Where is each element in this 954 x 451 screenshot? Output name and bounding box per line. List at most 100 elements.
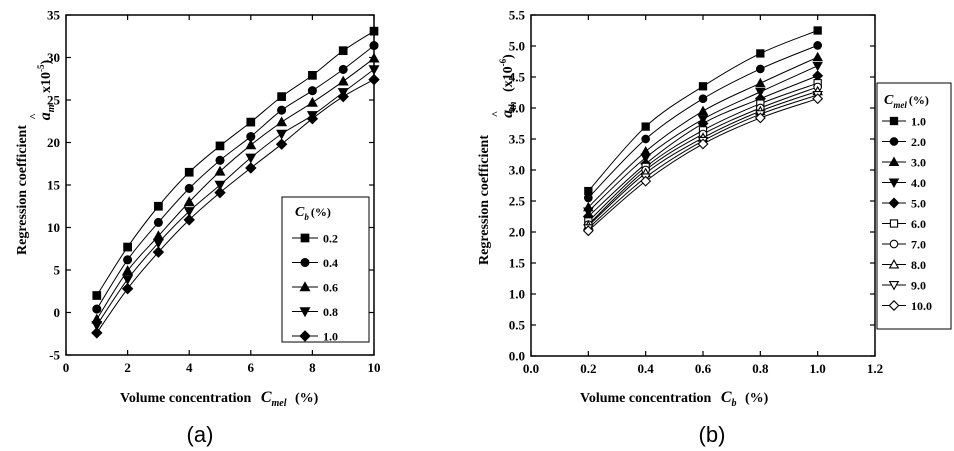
- a-x-tick-label: 6: [248, 360, 255, 375]
- a-y-axis-symbol: ^am x10-5): [28, 59, 57, 120]
- a-data-point: [245, 162, 257, 174]
- a-data-point: [153, 217, 163, 227]
- a-data-point: [154, 201, 163, 211]
- a-legend-marker: [299, 281, 311, 292]
- b-data-point: [756, 64, 765, 74]
- b-panel-label: (b): [699, 422, 726, 447]
- a-data-point: [368, 65, 380, 76]
- a-data-point: [91, 321, 103, 331]
- a-legend-marker: [299, 307, 311, 318]
- b-data-point: [754, 112, 766, 124]
- a-y-tick-label: -5: [49, 348, 60, 363]
- a-panel-label: (a): [187, 422, 214, 447]
- b-y-tick-label: 5.5: [509, 8, 526, 23]
- a-data-point: [215, 155, 225, 165]
- a-y-tick-label: 10: [47, 220, 60, 235]
- a-data-point: [214, 186, 226, 199]
- a-legend-item: 0.2: [292, 232, 338, 246]
- b-y-axis-label: Regression coefficient: [477, 135, 492, 265]
- a-legend-items: 0.2 0.4 0.6 0.8 1.0: [292, 232, 338, 344]
- b-x-tick-label: 0.8: [752, 361, 769, 376]
- a-x-tick-label: 4: [186, 360, 193, 375]
- b-data-point: [697, 138, 709, 150]
- a-data-point: [307, 86, 317, 96]
- b-x-tick-label: 0.6: [695, 361, 712, 376]
- b-data-point: [755, 77, 766, 88]
- a-legend-title: Cb (%): [295, 205, 331, 222]
- b-data-point: [812, 93, 824, 105]
- b-legend: Cmel (%) 1.0 2.0 3.0 4.0 5.0 6.0 7.0 8.0 9.0 10.0: [876, 82, 952, 330]
- a-data-point: [246, 132, 256, 142]
- b-legend-marker: [889, 219, 899, 228]
- b-legend-title: Cmel (%): [884, 93, 929, 110]
- a-data-point: [369, 26, 379, 36]
- b-data-point: [813, 26, 822, 35]
- b-y-tick-label: 1.5: [509, 256, 526, 271]
- a-legend: Cb (%) 0.2 0.4 0.6 0.8 1.0: [281, 196, 370, 344]
- b-y-tick-label: 0.5: [509, 318, 526, 333]
- b-x-axis-label: Volume concentration Cb (%): [580, 389, 769, 410]
- a-x-tick-label: 10: [368, 360, 381, 375]
- a-data-point: [306, 112, 319, 125]
- b-legend-label: 3.0: [911, 156, 926, 170]
- b-data-point: [812, 61, 823, 72]
- a-data-point: [123, 242, 132, 252]
- a-legend-item: 0.6: [292, 281, 338, 295]
- b-legend-item: 8.0: [882, 258, 926, 272]
- b-tick-marks: [530, 14, 876, 357]
- a-legend-item: 1.0: [292, 330, 338, 344]
- b-data-point: [756, 49, 765, 58]
- b-y-axis-title: Regression coefficient: [477, 135, 492, 265]
- a-x-tick-labels: 0 2 4 6 8 10: [63, 360, 381, 375]
- a-series-line-0.8: [96, 68, 375, 326]
- b-legend-marker: [888, 178, 900, 188]
- a-data-point: [184, 183, 194, 193]
- b-data-point: [812, 51, 823, 62]
- b-legend-label: 7.0: [911, 238, 926, 252]
- b-legend-label: 10.0: [911, 299, 932, 313]
- b-data-point: [697, 105, 709, 116]
- a-series-line-0.4: [96, 45, 375, 310]
- a-series-line-0.2: [96, 30, 375, 296]
- a-legend-box: [281, 196, 370, 343]
- a-legend-label: 0.4: [323, 256, 338, 270]
- a-y-tick-label: 35: [47, 8, 61, 23]
- b-x-tick-label: 1.2: [867, 361, 883, 376]
- b-x-tick-label: 0.0: [523, 361, 539, 376]
- b-legend-label: 8.0: [911, 258, 926, 272]
- b-y-axis-symbol: ^ath (x10-6): [490, 54, 519, 118]
- b-x-tick-labels: 0.0 0.2 0.4 0.6 0.8 1.0 1.2: [523, 361, 883, 376]
- b-data-point: [582, 225, 594, 237]
- b-legend-label: 9.0: [911, 279, 926, 293]
- b-legend-marker: [889, 137, 899, 146]
- a-x-axis-label: Volume concentration Cmel (%): [120, 389, 319, 410]
- a-data-point: [214, 180, 226, 191]
- a-legend-label: 1.0: [323, 330, 338, 344]
- a-legend-marker: [300, 257, 310, 268]
- a-y-axis-title: Regression coefficient: [15, 125, 30, 255]
- b-data-point: [813, 41, 822, 50]
- b-legend-items: 1.0 2.0 3.0 4.0 5.0 6.0 7.0 8.0 9.0 10.0: [882, 115, 932, 313]
- b-y-tick-label: 4.0: [509, 101, 525, 116]
- a-y-tick-labels: -5 0 5 10 15 20 25 30 35: [47, 8, 61, 363]
- a-y-tick-label: 20: [47, 135, 60, 150]
- a-legend-item: 0.4: [292, 256, 338, 270]
- a-series-line-1.0: [96, 79, 375, 334]
- a-data-point: [183, 207, 195, 218]
- b-legend-marker: [888, 300, 900, 311]
- b-legend-marker: [888, 197, 900, 209]
- a-y-tick-label: 25: [47, 93, 61, 108]
- b-legend-label: 6.0: [911, 217, 926, 231]
- a-data-point: [275, 138, 288, 150]
- a-data-point: [122, 265, 134, 276]
- a-x-tick-label: 2: [124, 360, 131, 375]
- b-data-point: [640, 175, 652, 187]
- a-data-point: [246, 117, 256, 127]
- a-data-point: [368, 73, 380, 86]
- a-data-point: [277, 105, 287, 115]
- a-data-point: [215, 141, 225, 151]
- b-legend-item: 7.0: [882, 238, 926, 252]
- a-data-point: [337, 90, 349, 103]
- a-data-point: [152, 246, 165, 258]
